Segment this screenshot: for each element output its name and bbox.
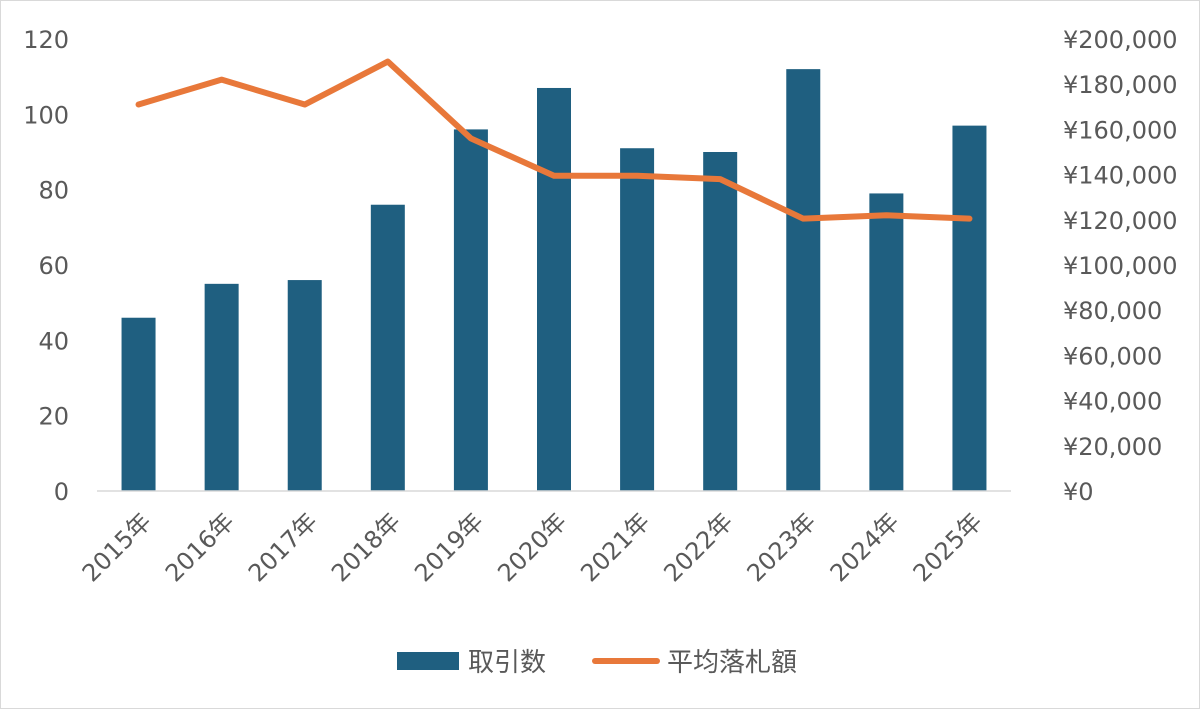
- y-right-tick-label: ¥120,000: [1063, 207, 1178, 235]
- x-tick-label: 2021年: [575, 507, 655, 587]
- x-tick-label: 2023年: [742, 507, 822, 587]
- bar-2021年: [620, 148, 654, 491]
- x-tick-label: 2017年: [243, 507, 323, 587]
- y-left-tick-label: 80: [38, 177, 69, 205]
- x-tick-label: 2015年: [77, 507, 157, 587]
- bar-2017年: [288, 280, 322, 491]
- y-left-tick-label: 40: [38, 327, 69, 355]
- legend-label-line: 平均落札額: [667, 648, 797, 678]
- bar-2016年: [205, 284, 239, 491]
- y-right-tick-label: ¥80,000: [1063, 297, 1162, 325]
- y-left-tick-label: 20: [38, 403, 69, 431]
- y-left-tick-label: 0: [54, 478, 69, 506]
- x-tick-label: 2025年: [908, 507, 988, 587]
- bar-2024年: [869, 193, 903, 491]
- y-right-tick-label: ¥0: [1063, 478, 1094, 506]
- x-tick-label: 2024年: [825, 507, 905, 587]
- x-tick-label: 2022年: [658, 507, 738, 587]
- y-right-tick-label: ¥200,000: [1063, 26, 1178, 54]
- bar-2019年: [454, 129, 488, 491]
- bar-2015年: [122, 318, 156, 491]
- bar-2023年: [786, 69, 820, 491]
- legend-label-bar: 取引数: [468, 648, 546, 678]
- y-right-tick-label: ¥100,000: [1063, 252, 1178, 280]
- legend-swatch-bar: [397, 652, 459, 670]
- x-tick-label: 2019年: [409, 507, 489, 587]
- y-right-tick-label: ¥140,000: [1063, 162, 1178, 190]
- y-left-tick-label: 120: [23, 26, 69, 54]
- y-right-tick-label: ¥160,000: [1063, 116, 1178, 144]
- bar-2020年: [537, 88, 571, 491]
- bar-2025年: [952, 126, 986, 491]
- bar-2018年: [371, 205, 405, 491]
- y-right-tick-label: ¥20,000: [1063, 433, 1162, 461]
- y-right-tick-label: ¥60,000: [1063, 342, 1162, 370]
- x-tick-label: 2016年: [160, 507, 240, 587]
- x-tick-label: 2018年: [326, 507, 406, 587]
- y-right-tick-label: ¥180,000: [1063, 71, 1178, 99]
- x-tick-label: 2020年: [492, 507, 572, 587]
- y-left-tick-label: 60: [38, 252, 69, 280]
- y-right-tick-label: ¥40,000: [1063, 388, 1162, 416]
- bar-2022年: [703, 152, 737, 491]
- y-left-tick-label: 100: [23, 101, 69, 129]
